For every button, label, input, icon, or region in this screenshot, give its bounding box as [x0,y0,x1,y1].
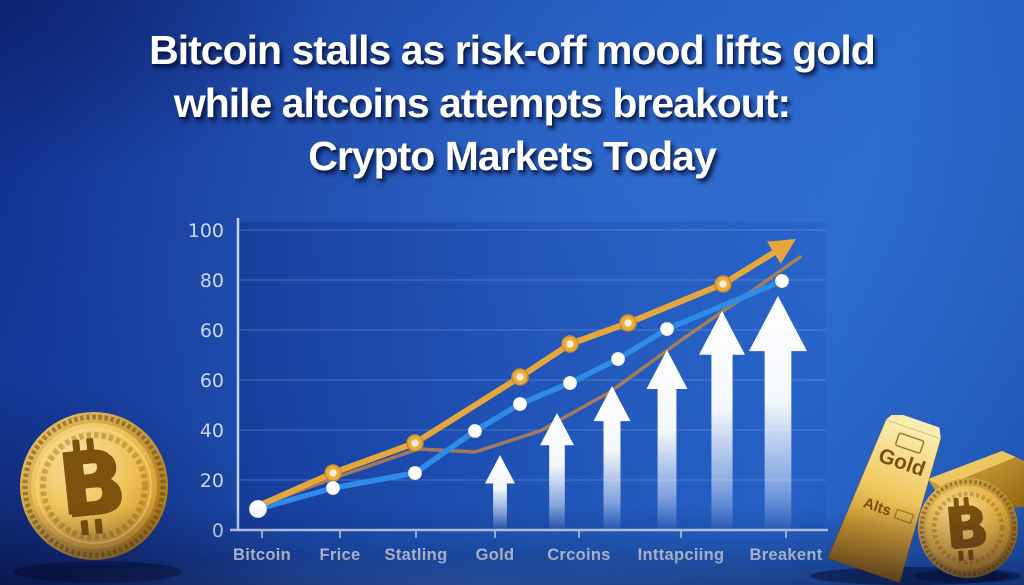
b-bottom-tick [80,520,89,536]
gold-marker-center [411,439,419,447]
bitcoin-symbol-left: B B [53,430,132,539]
gold-marker-center [566,340,574,348]
gold-marker-center [329,469,337,477]
plot-area [238,222,826,530]
up-arrow [646,350,688,529]
b-top-tick [953,497,960,509]
headline-line-1: Bitcoin stalls as risk-off mood lifts go… [149,27,876,73]
x-tick-label: Statling [385,546,448,564]
alts-stamp [893,508,915,525]
y-tick-label: 60 [200,320,224,342]
x-tick-label: Breakent [749,546,822,564]
up-arrow [485,455,515,529]
gold-marker-center [719,280,727,288]
bitcoin-symbol-right: B B [942,493,992,563]
blue-marker [774,273,790,289]
b-bottom-tick [94,518,103,534]
headline-line-2: while altcoins attempts breakout: [173,80,791,126]
coin-shadow [14,561,182,583]
blue-marker [325,480,341,496]
gold-marker-center [516,373,524,381]
b-top-tick [963,496,970,508]
b-top-tick [86,437,95,454]
b-top-tick [72,439,81,455]
coin-face [926,486,1010,570]
coin-text-ring [931,491,1005,565]
blue-marker [467,423,483,439]
gold-arrowhead [767,239,796,264]
market-line-chart: 100 80 60 60 40 20 0 Bitcoin Frice Statling Gold Cr… [188,218,828,564]
x-tick-label: Crcoins [547,546,611,564]
coin-milled-ring [919,479,1017,577]
blue-marker [407,465,423,481]
y-tick-label: 20 [200,470,224,492]
gold-arrow-shaft [720,247,781,287]
x-tick-label: Inttapciing [638,546,725,564]
bitcoin-coin-right: B B [914,478,1022,583]
up-arrow [593,386,631,529]
headline: Bitcoin stalls as risk-off mood lifts go… [0,24,1024,183]
front-bar-body [827,419,942,584]
gold-bars-and-coin: Gold Alts B B [810,415,1024,585]
gold-bar-front: Gold Alts [827,415,942,584]
blue-marker [562,375,578,391]
up-arrow [540,413,574,529]
blue-marker [248,499,268,519]
blue-marker [610,351,626,367]
bar-stamp [895,432,925,454]
up-arrow [749,296,807,529]
y-tick-label: 80 [200,270,224,292]
up-arrow [699,311,745,529]
x-tick-label: Gold [476,546,515,564]
back-bar-top-face [928,451,1016,487]
y-tick-label: 40 [200,420,224,442]
y-tick-label: 60 [200,370,224,392]
y-tick-label: 100 [188,220,224,242]
y-tick-label: 0 [212,520,224,542]
b-bottom-tick [968,549,974,560]
coin-text-ring [40,432,148,540]
tan-trend-line [256,255,802,508]
b-bottom-tick [958,550,964,561]
headline-line-3: Crypto Markets Today [308,133,717,179]
front-bar-top-face [886,415,941,439]
blue-marker [512,396,528,412]
x-tick-label: Frice [320,546,361,564]
white-up-arrows [485,296,807,529]
coin-face [31,423,157,549]
gold-marker-center [624,319,632,327]
x-tick-label: Bitcoin [233,546,291,564]
coin-milled-ring [22,414,166,558]
blue-marker [659,321,675,337]
bitcoin-coin-left: B B [14,412,182,583]
coin-inner-rim [36,428,152,544]
